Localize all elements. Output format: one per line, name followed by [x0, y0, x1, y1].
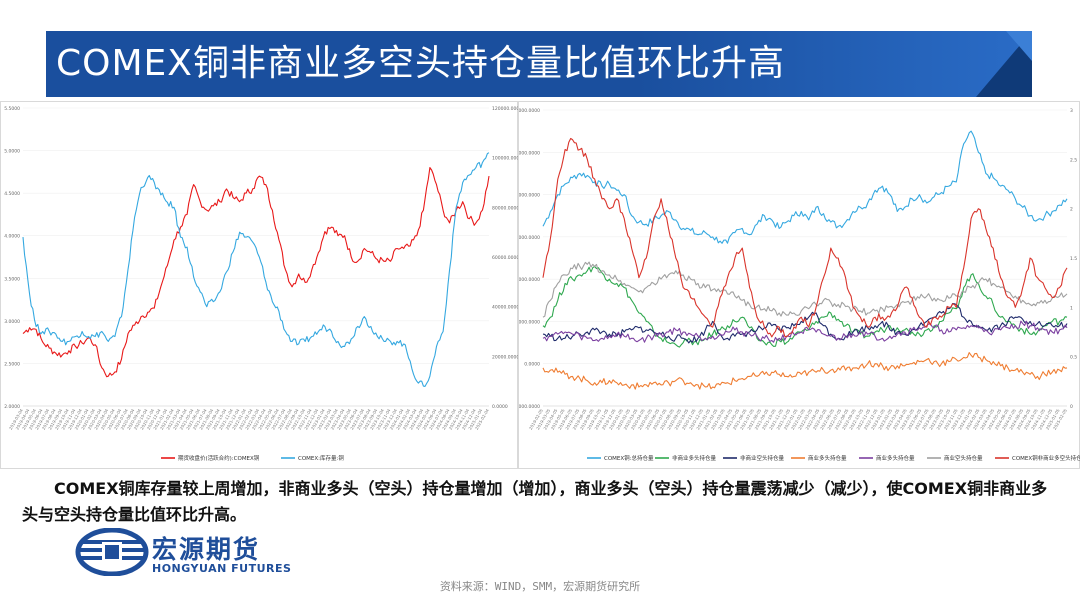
right-legend-label: 商业空头持仓量	[944, 454, 983, 462]
logo-chinese-name: 宏源期货	[152, 535, 261, 564]
right-y-right-tick: 1.5	[1070, 256, 1077, 262]
right-y-left-tick: 20000.0000	[519, 319, 540, 325]
left-y-left-tick: 4.0000	[4, 234, 20, 240]
right-y-right-tick: 0.5	[1070, 355, 1077, 361]
left-y-right-tick: 80000.0000	[492, 205, 519, 211]
right-legend-label: COMEX铜非商业多空头持仓比值	[1012, 454, 1080, 462]
left-y-left-tick: 4.5000	[4, 191, 20, 197]
right-legend-label: 商业多头持仓量	[808, 454, 847, 462]
page-title: COMEX铜非商业多空头持仓量比值环比升高	[56, 43, 785, 84]
title-banner	[46, 31, 1032, 97]
right-y-right-tick: 3	[1070, 108, 1073, 114]
left-y-right-tick: 120000.0000	[492, 106, 519, 112]
right-y-right-tick: 2.5	[1070, 157, 1077, 163]
right-y-left-tick: -20000.0000	[519, 404, 540, 410]
inventory-price-chart-panel: 5.5000 5.0000 4.5000 4.0000 3.5000 3.0000 2.50…	[0, 101, 519, 469]
right-series-line-4	[542, 320, 1068, 343]
right-legend-label: 商业多头持仓量	[876, 454, 915, 462]
left-y-right-tick: 20000.0000	[492, 354, 519, 360]
left-y-left-tick: 3.5000	[4, 276, 20, 282]
right-series-line-5	[542, 261, 1068, 318]
right-legend-label: COMEX铜:总持仓量	[604, 454, 654, 462]
left-y-left-tick: 5.0000	[4, 149, 20, 155]
positions-chart: 120000.0000100000.000080000.000060000.00…	[519, 108, 1080, 462]
inventory-price-chart: 5.5000 5.0000 4.5000 4.0000 3.5000 3.0000 2.50…	[4, 106, 519, 462]
right-y-right-tick: 0	[1070, 404, 1073, 410]
left-y-left-tick: 2.0000	[4, 404, 20, 410]
left-y-right-tick: 40000.0000	[492, 305, 519, 311]
source-note: 资料来源：WIND，SMM，宏源期货研究所	[439, 580, 641, 593]
right-series-line-2	[542, 302, 1068, 344]
right-y-left-tick: 80000.0000	[519, 193, 540, 199]
right-legend-label: 非商业空头持仓量	[740, 454, 785, 462]
right-y-left-tick: 120000.0000	[519, 108, 540, 114]
right-series-line-6	[542, 137, 1068, 338]
positions-chart-panel: 120000.0000100000.000080000.000060000.00…	[518, 101, 1080, 469]
left-y-left-tick: 2.5000	[4, 361, 20, 367]
logo-english-name: HONGYUAN FUTURES	[152, 562, 292, 575]
right-y-left-tick: 0.0000	[524, 362, 540, 368]
summary-text: COMEX铜库存量较上周增加，非商业多头（空头）持仓量增加（增加），商业多头（空…	[22, 479, 1048, 524]
right-series-line-0	[542, 130, 1068, 244]
hongyuan-logo-icon	[75, 528, 149, 576]
right-y-left-tick: 40000.0000	[519, 277, 540, 283]
right-y-left-tick: 100000.0000	[519, 150, 540, 156]
left-legend-label: COMEX:库存量:铜	[298, 454, 344, 462]
left-y-left-tick: 5.5000	[4, 106, 20, 112]
right-y-left-tick: 60000.0000	[519, 235, 540, 241]
left-legend-label: 期货收盘价(活跃合约):COMEX铜	[178, 454, 260, 462]
left-y-right-tick: 0.0000	[492, 404, 508, 410]
right-series-line-3	[542, 352, 1068, 390]
left-series-line-1	[22, 152, 490, 387]
left-y-right-tick: 60000.0000	[492, 255, 519, 261]
right-legend-label: 非商业多头持仓量	[672, 454, 717, 462]
left-y-right-tick: 100000.0000	[492, 156, 519, 162]
left-y-left-tick: 3.0000	[4, 319, 20, 325]
right-y-right-tick: 2	[1070, 207, 1073, 213]
left-series-line-0	[22, 167, 490, 378]
right-y-right-tick: 1	[1070, 305, 1073, 311]
